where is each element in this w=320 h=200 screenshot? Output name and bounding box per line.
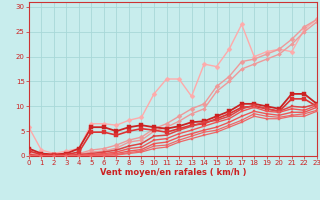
X-axis label: Vent moyen/en rafales ( km/h ): Vent moyen/en rafales ( km/h )	[100, 168, 246, 177]
